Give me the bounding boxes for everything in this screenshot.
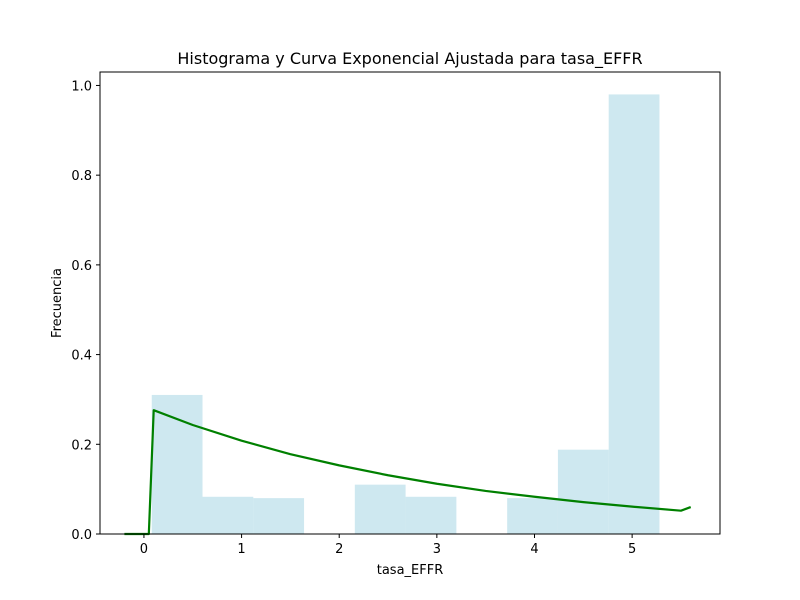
x-tick-label: 1 xyxy=(237,542,245,557)
x-tick-label: 0 xyxy=(140,542,148,557)
y-tick-label: 1.0 xyxy=(71,79,92,94)
x-axis-ticks: 0 1 2 3 4 5 xyxy=(140,534,636,557)
plot-frame xyxy=(99,71,721,535)
y-axis-label: Frecuencia xyxy=(50,268,65,338)
y-tick-label: 0.4 xyxy=(71,349,92,364)
histogram-bar-4 xyxy=(354,484,406,534)
y-tick-label: 0.6 xyxy=(71,259,92,274)
histogram-bar-8 xyxy=(557,449,609,534)
x-tick-label: 4 xyxy=(530,542,538,557)
y-tick-label: 0.2 xyxy=(71,438,92,453)
x-tick-label: 3 xyxy=(433,542,441,557)
x-tick-label: 2 xyxy=(335,542,343,557)
histogram-bar-2 xyxy=(253,498,305,534)
histogram-bar-5 xyxy=(405,496,457,534)
histogram-bars xyxy=(151,94,660,534)
histogram-bar-9 xyxy=(608,94,660,534)
fitted-exponential-line xyxy=(124,409,692,536)
x-tick-label: 5 xyxy=(628,542,636,557)
histogram-bar-7 xyxy=(507,498,558,534)
histogram-bar-0 xyxy=(151,394,203,534)
x-axis-label: tasa_EFFR xyxy=(377,563,444,578)
histogram-bar-1 xyxy=(202,496,254,534)
y-tick-label: 0.0 xyxy=(71,528,92,543)
fitted-curve xyxy=(124,409,692,536)
y-axis-ticks: 0.0 0.2 0.4 0.6 0.8 1.0 xyxy=(71,79,100,543)
chart-title: Histograma y Curva Exponencial Ajustada … xyxy=(177,49,642,69)
y-tick-label: 0.8 xyxy=(71,169,92,184)
